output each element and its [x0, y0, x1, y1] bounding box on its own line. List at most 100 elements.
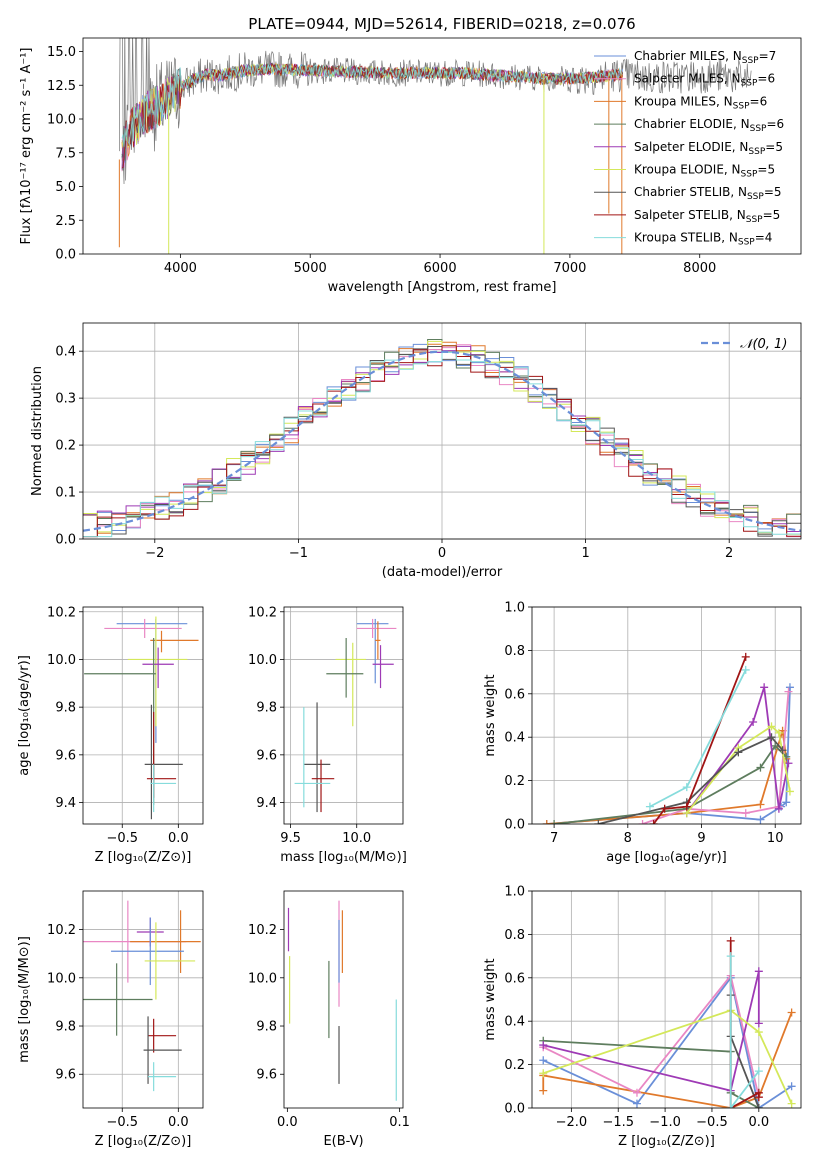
errorbar-point [144, 704, 183, 820]
plus-marker [741, 665, 750, 674]
plot-area [83, 900, 201, 1092]
plus-marker [632, 1099, 641, 1108]
legend-entry: Salpeter ELODIE, NSSP=5 [634, 140, 783, 157]
x-axis-label: E(B-V) [323, 1134, 363, 1149]
axes-frame [82, 890, 204, 1109]
plus-marker [638, 820, 647, 824]
x-tick-label: 4000 [164, 261, 197, 276]
x-tick-label: 7 [550, 831, 558, 846]
y-tick-label: 0.0 [504, 818, 525, 833]
x-tick-label: −0.5 [106, 1115, 138, 1130]
errorbar-point [84, 638, 156, 805]
y-tick-label: 10.2 [248, 923, 277, 938]
plus-marker [754, 1067, 763, 1076]
model-spectrum-line [121, 63, 623, 147]
x-tick-label: 7000 [553, 261, 586, 276]
plus-marker [632, 1088, 641, 1097]
x-tick-label: 0.0 [748, 1115, 769, 1130]
histogram-series [83, 340, 801, 535]
y-tick-label: 10.0 [47, 653, 76, 668]
errorbar-point [311, 759, 335, 813]
axes-frame [283, 890, 404, 1109]
plus-marker [539, 1086, 548, 1095]
x-tick-label: −1.0 [649, 1115, 681, 1130]
plus-marker [754, 967, 763, 976]
errorbar-point [83, 963, 153, 1036]
plus-marker [754, 1104, 763, 1108]
plus-marker [550, 820, 559, 824]
legend: Chabrier MILES, NSSP=7 Salpeter MILES, NS… [594, 49, 784, 248]
mass-weight-line [649, 669, 747, 808]
spectrum-panel: 4000 5000 6000 7000 8000 0.0 2.5 5.0 7.5 10.0 12.5… [19, 15, 802, 295]
plus-marker [754, 1028, 763, 1037]
y-tick-label: 0.0 [504, 1102, 525, 1117]
mass-weight-line [542, 1012, 793, 1108]
x-tick-label: 0.0 [168, 831, 189, 846]
x-tick-label: 0 [438, 546, 446, 561]
plus-marker [542, 820, 551, 824]
plus-marker [756, 815, 765, 824]
errorbar-point [356, 618, 397, 638]
age-vs-mass-panel: 9.5 10.0 9.4 9.6 9.8 10.0 10.2 mass [log₁₀(M/M⊙… [248, 605, 407, 865]
axes: −0.5 0.0 9.6 9.8 10.0 10.2 Z [log₁₀(Z/Z⊙)] mass… [17, 890, 204, 1149]
y-tick-label: 10.0 [47, 113, 76, 128]
plus-marker [749, 718, 758, 727]
x-axis-label: age [log₁₀(age/yr)] [606, 850, 727, 865]
y-tick-label: 9.6 [55, 1068, 76, 1083]
y-tick-label: 0.2 [504, 1058, 525, 1073]
x-axis-label: Z [log₁₀(Z/Z⊙)] [95, 850, 192, 865]
mass-weight-line [652, 656, 747, 824]
grid-lines [532, 606, 801, 825]
y-tick-label: 0.3 [55, 392, 76, 407]
x-axis-label: Z [log₁₀(Z/Z⊙)] [95, 1134, 192, 1149]
mass-vs-metallicity-panel: −0.5 0.0 9.6 9.8 10.0 10.2 Z [log₁₀(Z/Z⊙)] mass… [17, 890, 204, 1149]
y-tick-label: 9.6 [55, 748, 76, 763]
y-tick-label: 0.0 [55, 533, 76, 548]
axes-frame [531, 606, 802, 825]
age-vs-metallicity-panel: −0.5 0.0 9.4 9.6 9.8 10.0 10.2 Z [log₁₀(Z/Z⊙)] a… [17, 605, 204, 865]
legend-entry: Kroupa ELODIE, NSSP=5 [634, 163, 775, 180]
y-tick-label: 10.0 [47, 971, 76, 986]
plus-marker [726, 936, 735, 945]
mass-weight-line [542, 1009, 793, 1105]
x-tick-label: −1.5 [602, 1115, 634, 1130]
mass-weight-line [543, 971, 760, 1092]
plus-marker [774, 804, 783, 813]
axes: 9.5 10.0 9.4 9.6 9.8 10.0 10.2 mass [log₁₀(M/M⊙… [248, 605, 407, 865]
massweight-vs-metallicity-panel: −2.0 −1.5 −1.0 −0.5 0.0 0.0 0.2 0.4 0.6 0.8 1.0 Z [… [483, 885, 802, 1149]
y-tick-label: 0.8 [504, 644, 525, 659]
x-tick-label: 0.0 [277, 1115, 298, 1130]
y-tick-label: 9.8 [55, 1020, 76, 1035]
plus-marker [754, 1019, 763, 1028]
axes: 0.0 0.1 9.6 9.8 10.0 10.2 E(B-V) [248, 890, 410, 1149]
y-axis-label: mass weight [483, 958, 498, 1040]
plot-area [539, 936, 796, 1108]
axes: 7 8 9 10 0.0 0.2 0.4 0.6 0.8 1.0 age [log₁₀(age/yr… [483, 601, 802, 865]
plus-marker [741, 809, 750, 818]
x-tick-label: 0.1 [389, 1115, 410, 1130]
y-tick-label: 5.0 [55, 180, 76, 195]
errorbar-point [303, 702, 331, 813]
y-tick-label: 10.0 [248, 971, 277, 986]
legend-entry: Chabrier MILES, NSSP=7 [634, 49, 776, 66]
y-tick-label: 10.2 [248, 605, 277, 620]
y-axis-label: Flux [fλ10⁻¹⁷ erg cm⁻² s⁻¹ A⁻¹] [19, 48, 34, 245]
grid-lines [83, 891, 203, 1108]
axes-frame [82, 37, 802, 255]
legend-entry: Salpeter STELIB, NSSP=5 [634, 208, 780, 225]
x-tick-label: −2 [145, 546, 164, 561]
y-axis-label: age [log₁₀(age/yr)] [17, 655, 32, 776]
plus-marker [756, 763, 765, 772]
plus-marker [682, 802, 691, 811]
legend-entry: Salpeter MILES, NSSP=6 [634, 72, 775, 89]
grid-lines [83, 607, 203, 824]
plus-marker [774, 728, 783, 737]
x-axis-label: Z [log₁₀(Z/Z⊙)] [618, 1134, 715, 1149]
y-tick-label: 0.2 [504, 774, 525, 789]
plus-marker [594, 820, 603, 824]
axes-frame [531, 890, 802, 1109]
legend: 𝒩(0, 1) [701, 337, 787, 352]
y-tick-label: 15.0 [47, 45, 76, 60]
grid-lines [284, 607, 403, 824]
errorbar-point [144, 922, 196, 1000]
